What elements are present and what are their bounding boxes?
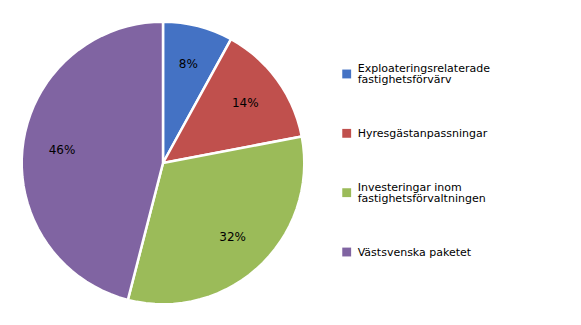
svg-text:46%: 46% — [49, 143, 76, 157]
svg-text:14%: 14% — [232, 96, 259, 110]
svg-text:Exploateringsrelateradefastigh: Exploateringsrelateradefastighetsförvärv — [358, 62, 490, 86]
svg-text:Investeringar inomfastighetsfö: Investeringar inomfastighetsförvaltninge… — [358, 181, 486, 205]
svg-text:8%: 8% — [179, 57, 198, 71]
svg-text:32%: 32% — [219, 230, 246, 244]
svg-text:Västsvenska paketet: Västsvenska paketet — [358, 246, 472, 259]
svg-text:Hyresgästanpassningar: Hyresgästanpassningar — [358, 127, 488, 140]
